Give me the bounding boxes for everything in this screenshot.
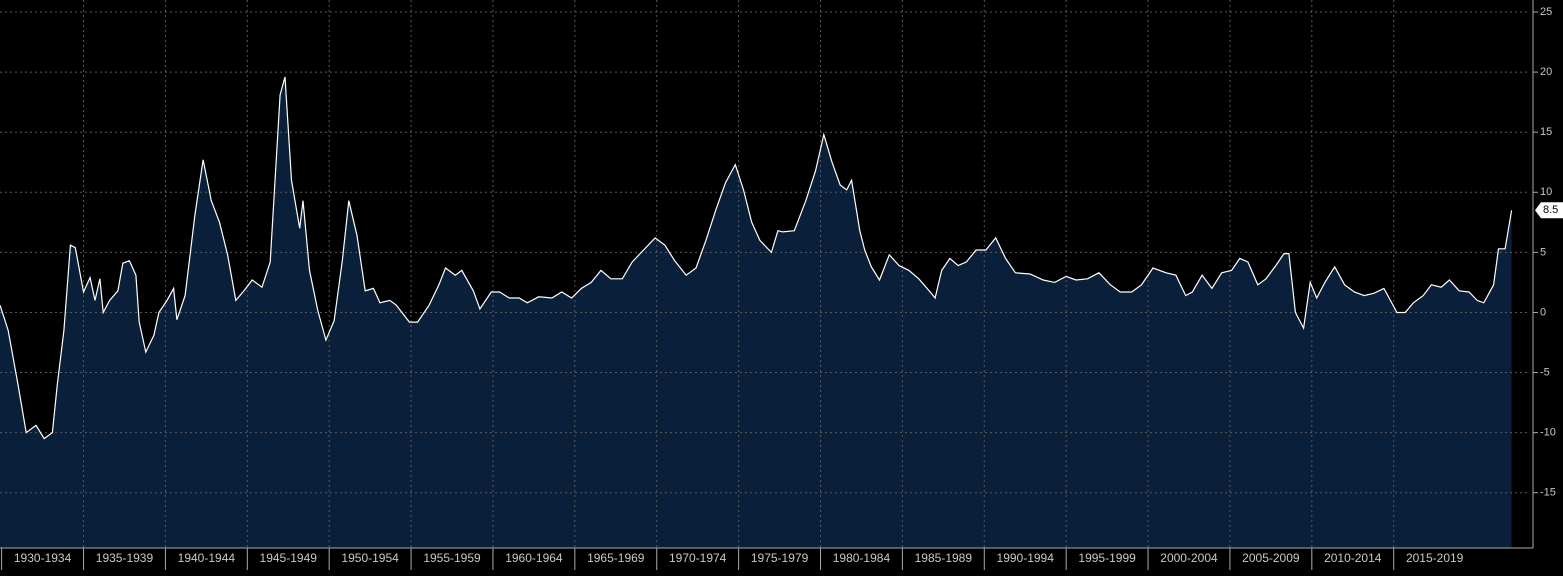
x-tick-label: 1985-1989 — [915, 551, 973, 565]
x-tick-label: 2010-2014 — [1324, 551, 1382, 565]
x-tick-label: 1940-1944 — [178, 551, 236, 565]
x-tick-label: 1990-1994 — [997, 551, 1055, 565]
y-tick-label: 0 — [1540, 306, 1546, 318]
x-tick-label: 2015-2019 — [1406, 551, 1464, 565]
x-tick-label: 1970-1974 — [669, 551, 727, 565]
x-tick-label: 1950-1954 — [341, 551, 399, 565]
last-value-tag-bg — [1535, 202, 1563, 219]
y-tick-label: -10 — [1540, 427, 1556, 439]
y-tick-label: 10 — [1540, 186, 1552, 198]
y-tick-label: -5 — [1540, 366, 1550, 378]
line — [0, 76, 1513, 440]
x-tick-label: 1960-1964 — [505, 551, 563, 565]
last-value-label: 8.5 — [1543, 204, 1558, 216]
x-tick-label: 2005-2009 — [1242, 551, 1300, 565]
x-tick-label: 1995-1999 — [1078, 551, 1136, 565]
y-tick-label: -15 — [1540, 487, 1556, 499]
y-tick-label: 15 — [1540, 126, 1552, 138]
y-tick-label: 25 — [1540, 6, 1552, 18]
x-tick-label: 1930-1934 — [14, 551, 72, 565]
x-tick-label: 1980-1984 — [833, 551, 891, 565]
x-tick-label: 1965-1969 — [587, 551, 645, 565]
y-tick-label: 20 — [1540, 66, 1552, 78]
x-tick-label: 1955-1959 — [423, 551, 481, 565]
x-tick-label: 2000-2004 — [1160, 551, 1218, 565]
x-tick-label: 1935-1939 — [96, 551, 154, 565]
x-tick-label: 1975-1979 — [751, 551, 809, 565]
y-tick-label: 5 — [1540, 246, 1546, 258]
x-tick-label: 1945-1949 — [260, 551, 318, 565]
